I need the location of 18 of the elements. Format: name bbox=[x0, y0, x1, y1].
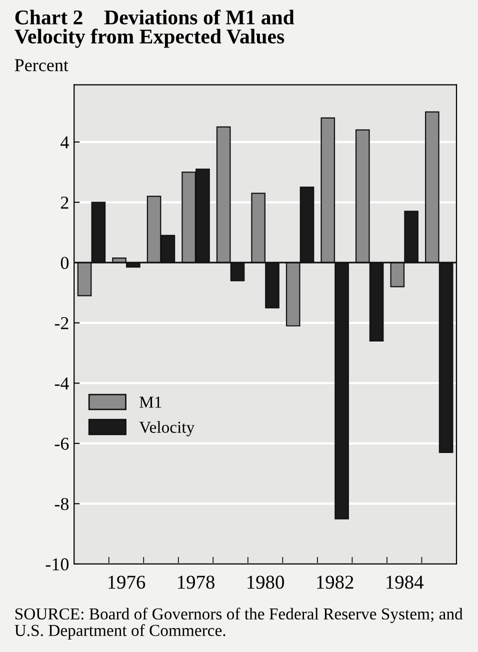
legend-label: Velocity bbox=[139, 421, 195, 436]
x-tick-label: 1978 bbox=[178, 576, 214, 589]
y-axis-title: Percent bbox=[14, 59, 68, 72]
y-tick-label: -6 bbox=[54, 438, 69, 450]
x-tick-label: 1984 bbox=[386, 576, 424, 589]
chart-title: Chart 2 Deviations of M1 and Velocity from Expected Values bbox=[14, 10, 294, 48]
x-tick-label: 1980 bbox=[248, 576, 284, 589]
y-tick-label: 0 bbox=[60, 256, 69, 270]
y-tick-label: 2 bbox=[60, 196, 68, 209]
source-note: SOURCE: Board of Governors of the Federal Reserve System; and U.S. Department of Commerce. bbox=[14, 608, 463, 640]
x-tick-label: 1976 bbox=[108, 576, 146, 589]
y-tick-label: -8 bbox=[54, 498, 69, 510]
y-tick-label: -10 bbox=[46, 558, 69, 570]
y-tick-label: -2 bbox=[54, 317, 68, 330]
x-tick-label: 1982 bbox=[317, 576, 354, 589]
legend-label: M1 bbox=[140, 396, 162, 408]
y-tick-label: 4 bbox=[60, 136, 69, 148]
y-tick-label: -4 bbox=[54, 378, 69, 390]
